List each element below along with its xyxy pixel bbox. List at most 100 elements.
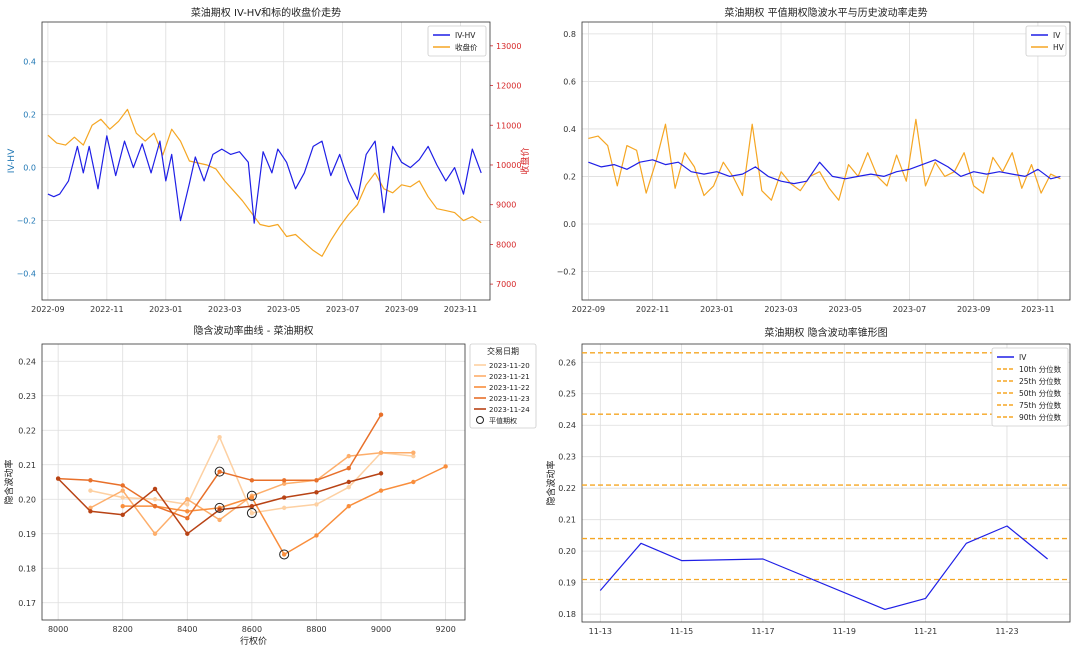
- y-tick-label: 0.22: [18, 426, 36, 435]
- data-point: [314, 478, 319, 483]
- x-tick-label: 8200: [113, 625, 133, 634]
- data-point: [217, 469, 222, 474]
- y-tick-label: 0.0: [23, 164, 36, 173]
- chart-title: 菜油期权 IV-HV和标的收盘价走势: [191, 6, 341, 19]
- data-point: [378, 471, 384, 476]
- plot-frame: [41, 343, 466, 621]
- series-line-hv: [588, 118, 1061, 201]
- y-axis-label: 隐含波动率: [545, 460, 557, 505]
- x-tick-label: 2023-05: [267, 305, 300, 314]
- data-point: [411, 479, 416, 485]
- x-tick-label: 9000: [371, 625, 391, 634]
- y-tick-label: −0.2: [557, 267, 576, 276]
- x-tick-label: 2023-05: [829, 305, 862, 314]
- y-tick-label: 0.20: [18, 495, 36, 504]
- y-tick-label: 0.17: [18, 599, 36, 608]
- legend-label: 2023-11-24: [489, 406, 530, 414]
- x-tick-label: 2023-11: [1021, 305, 1054, 314]
- atm-marker: [214, 466, 225, 477]
- x-tick-label: 9200: [435, 625, 455, 634]
- chart-iv-cone: 11-13 11-15 11-17 11-19 11-21 11-23 0.18 0.19 0.…: [545, 326, 1071, 636]
- legend-label: 75th 分位数: [1019, 400, 1062, 410]
- data-point: [120, 488, 125, 493]
- data-point: [120, 512, 125, 517]
- x-tick-label: 2022-09: [31, 305, 64, 314]
- chart-ivhv-close: 2022-09 2022-11 2023-01 2023-03 2023-05 2023-…: [7, 6, 531, 314]
- series-line-iv: [588, 159, 1061, 185]
- chart-title: 菜油期权 隐含波动率锥形图: [764, 326, 887, 339]
- y-right-axis-label: 收盘价: [519, 147, 531, 174]
- data-point: [346, 466, 351, 471]
- y-tick-label: 0.18: [558, 610, 576, 619]
- legend-label: 2023-11-23: [489, 395, 530, 403]
- x-tick-label: 2022-11: [90, 305, 123, 314]
- legend-label: IV: [1019, 353, 1027, 362]
- data-point: [249, 503, 255, 509]
- legend-label: 25th 分位数: [1019, 376, 1062, 386]
- legend-label: 10th 分位数: [1019, 364, 1062, 374]
- x-tick-label: 2023-07: [326, 305, 359, 314]
- chart-iv-smile: 8000 8200 8400 8600 8800 9000 9200 0.17 0.18 0.19…: [3, 324, 537, 646]
- x-tick-label: 2023-09: [385, 305, 418, 314]
- y-tick-label: −0.4: [17, 270, 36, 279]
- data-point: [88, 488, 93, 493]
- y-tick-label: 0.0: [563, 220, 576, 229]
- data-point: [120, 503, 125, 509]
- y-right-tick-label: 10000: [496, 161, 521, 170]
- data-point: [120, 483, 125, 488]
- legend-label: HV: [1053, 43, 1065, 52]
- legend-label: 平值期权: [489, 416, 517, 425]
- x-tick-label: 2022-09: [572, 305, 605, 314]
- legend-box: [469, 343, 537, 429]
- data-point: [120, 495, 125, 500]
- x-tick-label: 11-19: [833, 627, 856, 636]
- y-tick-label: 0.23: [558, 453, 576, 462]
- data-point: [346, 453, 351, 459]
- data-point: [152, 486, 158, 492]
- data-point: [249, 510, 255, 516]
- data-point: [185, 497, 190, 502]
- data-point: [88, 478, 93, 483]
- legend-label: IV: [1053, 31, 1061, 40]
- data-point: [217, 517, 222, 523]
- y-right-tick-label: 12000: [496, 82, 521, 91]
- data-point: [249, 478, 255, 483]
- y-tick-label: 0.19: [558, 579, 576, 588]
- x-tick-label: 2023-03: [764, 305, 797, 314]
- data-point: [249, 495, 255, 500]
- data-point: [378, 488, 384, 493]
- data-point: [346, 479, 351, 485]
- series-line-close: [47, 108, 482, 257]
- plot-frame: [581, 343, 1071, 623]
- y-tick-label: 0.26: [558, 358, 576, 367]
- y-tick-label: 0.21: [18, 461, 36, 470]
- y-tick-label: 0.22: [558, 484, 576, 493]
- x-tick-label: 8400: [177, 625, 197, 634]
- chart-title: 隐含波动率曲线 - 菜油期权: [194, 324, 314, 337]
- x-tick-label: 8600: [242, 625, 262, 634]
- data-point: [281, 478, 287, 483]
- plot-frame: [581, 21, 1071, 301]
- atm-marker: [246, 508, 257, 519]
- data-point: [314, 533, 319, 538]
- x-tick-label: 2023-01: [149, 305, 182, 314]
- data-point: [443, 464, 448, 469]
- x-tick-label: 8800: [306, 625, 326, 634]
- x-tick-label: 11-21: [914, 627, 937, 636]
- y-tick-label: 0.18: [18, 564, 36, 573]
- data-point: [346, 484, 351, 490]
- y-right-tick-label: 9000: [496, 201, 516, 210]
- x-tick-label: 11-15: [670, 627, 693, 636]
- x-tick-label: 2022-11: [636, 305, 669, 314]
- legend-box: [991, 347, 1069, 427]
- data-point: [314, 490, 319, 495]
- data-point: [88, 509, 93, 514]
- atm-marker: [214, 502, 225, 513]
- y-tick-label: −0.2: [17, 217, 36, 226]
- data-point: [152, 531, 158, 536]
- legend-box: [427, 25, 487, 57]
- y-tick-label: 0.19: [18, 530, 36, 539]
- y-tick-label: 0.24: [558, 421, 576, 430]
- x-tick-label: 2023-11: [444, 305, 477, 314]
- data-point: [185, 502, 190, 507]
